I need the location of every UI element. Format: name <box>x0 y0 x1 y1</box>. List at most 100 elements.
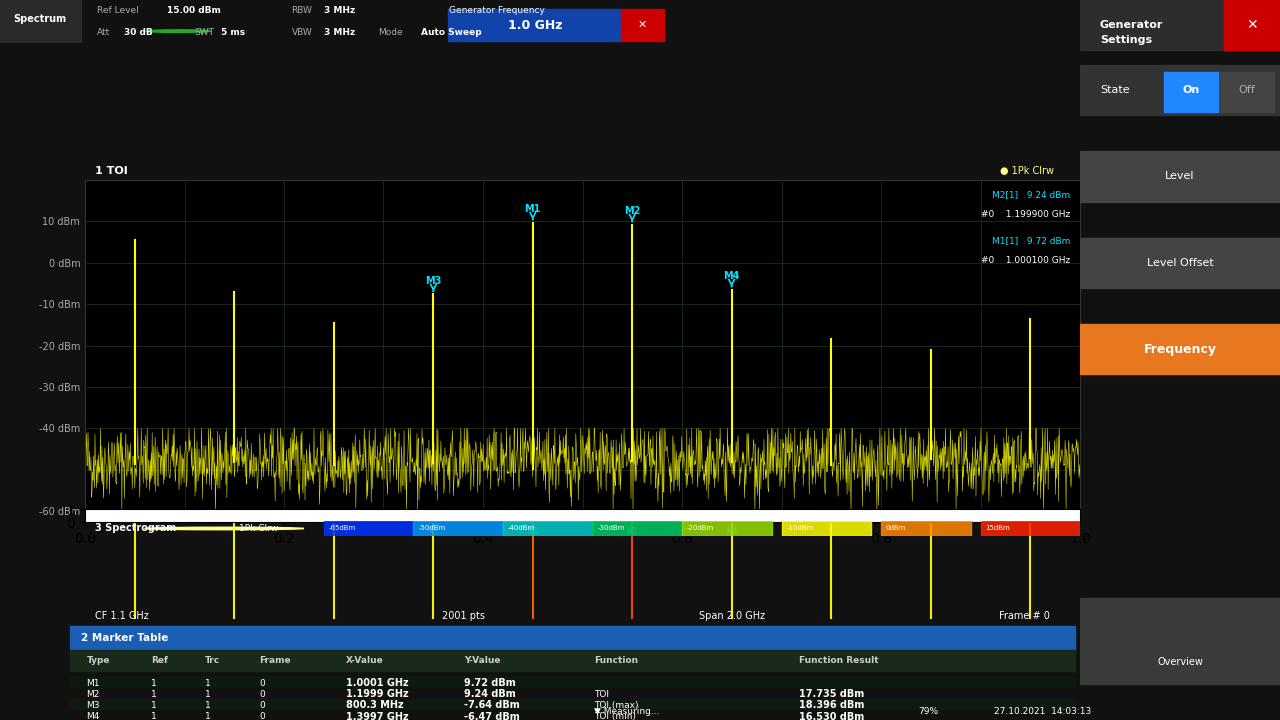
Text: M4: M4 <box>726 527 737 536</box>
Text: TOI (max): TOI (max) <box>594 701 639 710</box>
Bar <box>782 521 872 536</box>
Text: Level: Level <box>1165 171 1194 181</box>
Text: 1: 1 <box>151 690 157 698</box>
Text: Function: Function <box>594 656 639 665</box>
Text: 0: 0 <box>259 701 265 710</box>
Text: Settings: Settings <box>1100 35 1152 45</box>
Text: 9.24 dBm: 9.24 dBm <box>465 689 516 699</box>
Text: -7.64 dBm: -7.64 dBm <box>465 701 520 711</box>
Text: M2: M2 <box>87 690 100 698</box>
Text: On: On <box>1183 85 1199 95</box>
Text: 1: 1 <box>151 701 157 710</box>
Text: Frame: Frame <box>259 656 291 665</box>
Bar <box>1080 324 1280 374</box>
Text: Trc: Trc <box>205 656 220 665</box>
Text: RBW: RBW <box>292 6 312 15</box>
Text: 0: 0 <box>259 712 265 720</box>
Bar <box>324 521 413 536</box>
Text: 1.0 GHz: 1.0 GHz <box>508 19 562 32</box>
Text: M2: M2 <box>625 206 640 216</box>
Text: Type: Type <box>87 656 110 665</box>
Circle shape <box>145 527 303 530</box>
Bar <box>503 521 593 536</box>
Text: 9.72 dBm: 9.72 dBm <box>465 678 516 688</box>
Text: Mode: Mode <box>378 28 403 37</box>
Text: M2: M2 <box>626 527 637 536</box>
Text: 2 Marker Table: 2 Marker Table <box>81 633 169 643</box>
Bar <box>980 521 1080 536</box>
Bar <box>1164 72 1219 112</box>
Text: ● 1Pk Clrw: ● 1Pk Clrw <box>1001 166 1055 176</box>
Text: 27.10.2021  14:03:13: 27.10.2021 14:03:13 <box>993 706 1091 716</box>
Bar <box>881 521 970 536</box>
Text: 1: 1 <box>205 712 211 720</box>
Text: -30dBm: -30dBm <box>598 526 625 531</box>
Bar <box>0 0 81 43</box>
Text: Level Offset: Level Offset <box>1147 258 1213 268</box>
Text: CF 1.1 GHz: CF 1.1 GHz <box>95 611 148 621</box>
Text: 3 MHz: 3 MHz <box>324 6 355 15</box>
Text: 1.0001 GHz: 1.0001 GHz <box>346 678 408 688</box>
Bar <box>621 9 664 41</box>
Text: ✕: ✕ <box>1247 18 1258 32</box>
Text: M3: M3 <box>87 701 100 710</box>
Text: TOI: TOI <box>594 690 609 698</box>
Text: 0dBm: 0dBm <box>886 526 906 531</box>
Text: -20dBm: -20dBm <box>687 526 714 531</box>
Text: 0: 0 <box>259 678 265 688</box>
Text: 3 MHz: 3 MHz <box>324 28 355 37</box>
Text: M4: M4 <box>723 271 740 282</box>
Bar <box>682 521 772 536</box>
Bar <box>70 626 1075 650</box>
Text: State: State <box>1100 85 1130 95</box>
Text: #0    1.199900 GHz: #0 1.199900 GHz <box>980 210 1070 219</box>
Text: Auto Sweep: Auto Sweep <box>421 28 481 37</box>
Text: Span 2.0 GHz: Span 2.0 GHz <box>984 510 1050 521</box>
Text: 17.735 dBm: 17.735 dBm <box>799 689 864 699</box>
Bar <box>593 521 682 536</box>
Text: 18.396 dBm: 18.396 dBm <box>799 701 864 711</box>
Text: Spectrum: Spectrum <box>13 14 67 24</box>
Text: 30 dB: 30 dB <box>124 28 152 37</box>
Text: 1: 1 <box>205 701 211 710</box>
Text: Function Result: Function Result <box>799 656 879 665</box>
Text: ✕: ✕ <box>637 20 648 30</box>
Text: M1: M1 <box>525 204 541 215</box>
Text: #0    1.000100 GHz: #0 1.000100 GHz <box>980 256 1070 265</box>
Text: Y-Value: Y-Value <box>465 656 500 665</box>
Text: VBW: VBW <box>292 28 312 37</box>
Bar <box>1080 238 1280 288</box>
Text: Frequency: Frequency <box>1143 343 1216 356</box>
Bar <box>1080 151 1280 202</box>
Bar <box>70 710 1075 720</box>
Text: 1: 1 <box>151 678 157 688</box>
Text: -10dBm: -10dBm <box>786 526 814 531</box>
Text: M3: M3 <box>425 276 442 286</box>
Text: Ref Level: Ref Level <box>97 6 140 15</box>
Text: M1: M1 <box>87 678 100 688</box>
Text: ▼ Measuring...: ▼ Measuring... <box>594 706 659 716</box>
Text: M3: M3 <box>428 527 439 536</box>
Text: 15.00 dBm: 15.00 dBm <box>168 6 221 15</box>
Bar <box>448 9 621 41</box>
Text: 1.3997 GHz: 1.3997 GHz <box>346 711 408 720</box>
Bar <box>70 699 1075 710</box>
Text: 2001 pts: 2001 pts <box>442 510 485 521</box>
Text: -50dBm: -50dBm <box>419 526 445 531</box>
Text: -6.47 dBm: -6.47 dBm <box>465 711 520 720</box>
Text: X-Value: X-Value <box>346 656 383 665</box>
Text: Generator Frequency: Generator Frequency <box>449 6 545 15</box>
Text: TOI (min): TOI (min) <box>594 712 636 720</box>
Text: 15dBm: 15dBm <box>986 526 1010 531</box>
Bar <box>413 521 503 536</box>
Text: Att: Att <box>97 28 110 37</box>
Text: -40dBm: -40dBm <box>508 526 535 531</box>
Text: 2001 pts: 2001 pts <box>442 611 485 621</box>
Text: 16.530 dBm: 16.530 dBm <box>799 711 864 720</box>
Text: M4: M4 <box>87 712 100 720</box>
Text: 1.1999 GHz: 1.1999 GHz <box>346 689 408 699</box>
Bar <box>1080 0 1280 50</box>
Text: 1Pk Clrw: 1Pk Clrw <box>239 524 279 533</box>
Text: Overview: Overview <box>1157 657 1203 667</box>
Text: 79%: 79% <box>918 706 938 716</box>
